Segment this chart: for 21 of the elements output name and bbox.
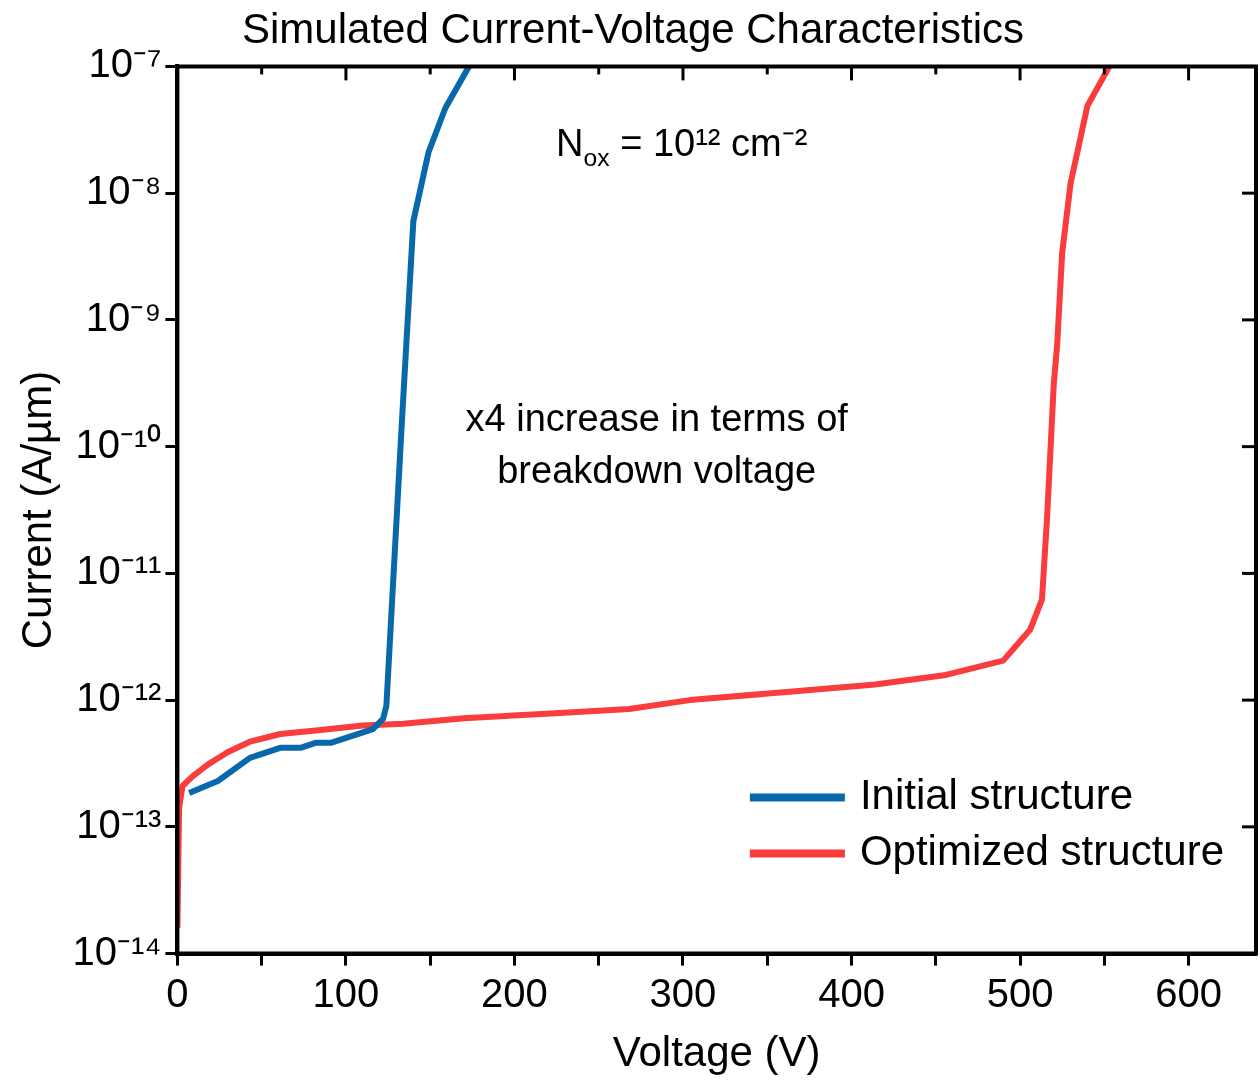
y-axis-title: Current (A/µm) [12,370,60,650]
x-axis-title: Voltage (V) [612,1028,821,1076]
x-tick-label: 400 [818,970,885,1015]
y-tick-label: 10⁻⁷ [88,41,162,86]
y-tick-label: 10⁻¹² [76,675,162,720]
y-tick-label: 10⁻⁸ [86,168,162,213]
chart-title: Simulated Current-Voltage Characteristics [241,4,1025,52]
y-tick-label: 10⁻¹⁰ [75,421,162,466]
legend-label: Optimized structure [859,827,1225,875]
legend-label: Initial structure [859,771,1133,819]
x-tick-label: 300 [649,970,717,1015]
y-tick-label: 10⁻⁹ [85,294,162,339]
x-tick-label: 600 [1155,970,1222,1015]
x-tick-label: 0 [166,970,189,1015]
x-tick-label: 100 [312,970,380,1015]
y-tick-label: 10⁻¹³ [76,801,162,846]
y-tick-label: 10⁻¹¹ [76,548,162,593]
x-tick-label: 500 [986,970,1054,1015]
x-tick-label: 200 [481,970,548,1015]
annotation: x4 increase in terms of breakdown voltage [465,397,849,492]
y-tick-label: 10⁻¹⁴ [72,928,162,973]
